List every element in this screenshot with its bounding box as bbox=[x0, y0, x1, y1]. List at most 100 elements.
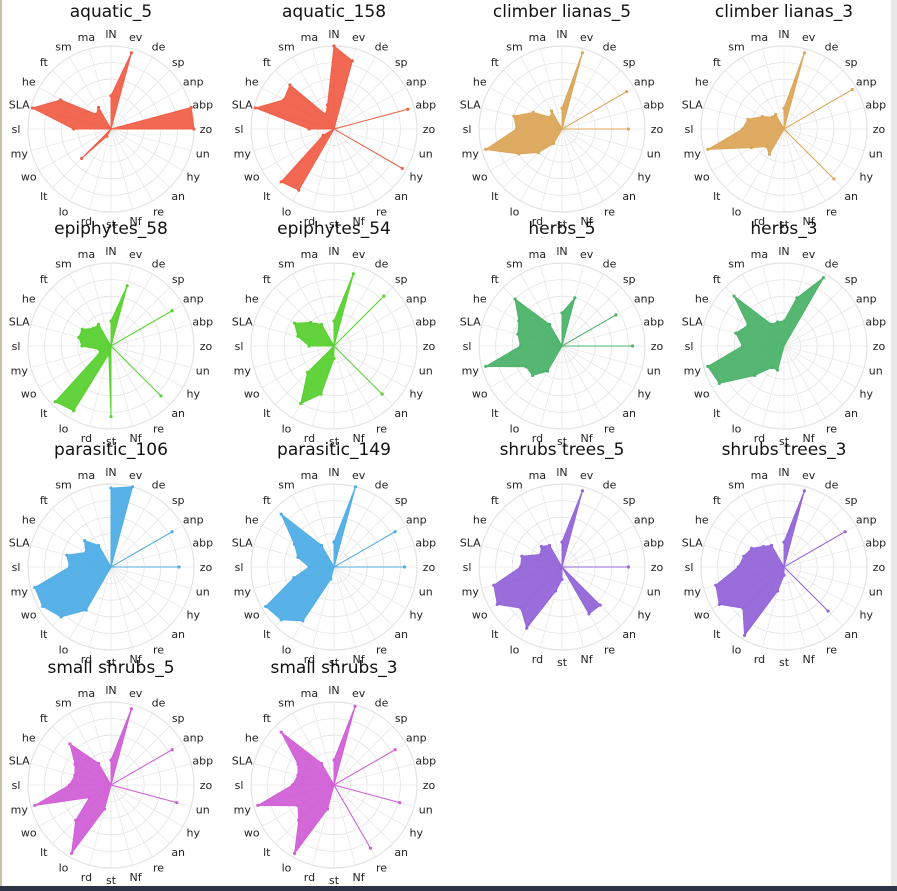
axis-label: my bbox=[684, 365, 702, 378]
grid-spoke bbox=[561, 345, 584, 427]
axis-label: abp bbox=[415, 536, 436, 549]
radar-chart: lN evdespanpabpzounhyanreNfstrdloltwomysl… bbox=[460, 219, 664, 448]
data-point bbox=[553, 589, 558, 593]
axis-label: anp bbox=[856, 293, 877, 306]
data-point bbox=[325, 103, 330, 107]
data-point bbox=[550, 109, 554, 113]
data-point bbox=[538, 552, 543, 557]
grid-spoke bbox=[333, 304, 407, 347]
grid-spoke bbox=[561, 273, 604, 347]
axis-label: sm bbox=[506, 479, 522, 492]
data-point bbox=[746, 117, 750, 121]
grid-spoke bbox=[89, 265, 112, 347]
data-point bbox=[536, 150, 541, 155]
radar-chart: lN evdespanpabpzounhyanreNfstrdloltwomysl… bbox=[460, 440, 664, 669]
grid-spoke bbox=[110, 324, 192, 347]
data-point bbox=[256, 803, 260, 808]
data-point bbox=[402, 565, 407, 569]
series-area bbox=[253, 45, 408, 191]
axis-label: abp bbox=[192, 536, 213, 549]
axis-label: an bbox=[394, 846, 408, 859]
data-point bbox=[84, 550, 88, 555]
grid-spoke bbox=[30, 128, 112, 151]
data-point bbox=[630, 344, 635, 348]
axis-label: SLA bbox=[460, 98, 481, 111]
axis-label: zo bbox=[200, 779, 213, 792]
axis-label: Nf bbox=[581, 653, 594, 666]
axis-label: ev bbox=[352, 31, 366, 44]
chart-title: parasitic_149 bbox=[277, 440, 391, 460]
grid-spoke bbox=[762, 128, 785, 210]
axis-label: my bbox=[234, 804, 252, 817]
chart-title: epiphytes_54 bbox=[277, 219, 391, 239]
axis-label: ma bbox=[301, 248, 318, 261]
data-point bbox=[301, 619, 305, 623]
series-area bbox=[707, 52, 853, 180]
series-area bbox=[31, 52, 195, 159]
data-point bbox=[406, 107, 410, 111]
axis-label: de bbox=[152, 258, 166, 271]
grid-spoke bbox=[333, 324, 415, 347]
axis-label: zo bbox=[200, 561, 213, 574]
data-point bbox=[305, 370, 310, 375]
axis-label: de bbox=[603, 41, 617, 54]
data-point bbox=[292, 321, 297, 325]
axis-label: lo bbox=[510, 422, 520, 435]
axis-label: ft bbox=[713, 273, 722, 286]
data-point bbox=[400, 166, 404, 171]
data-point bbox=[125, 284, 129, 288]
grid-spoke bbox=[783, 345, 843, 405]
radar-chart: lN evdespanpabpzounhyanreNfstrdloltwomysl… bbox=[682, 440, 886, 669]
data-point bbox=[531, 373, 535, 377]
axis-label: sl bbox=[235, 340, 244, 353]
axis-label: zo bbox=[873, 561, 886, 574]
data-point bbox=[96, 543, 101, 548]
data-point bbox=[626, 127, 631, 131]
data-point bbox=[279, 512, 283, 516]
axis-label: lt bbox=[263, 407, 271, 420]
grid-spoke bbox=[312, 128, 335, 210]
data-point bbox=[484, 364, 488, 369]
axis-label: ft bbox=[263, 494, 272, 507]
grid-spoke bbox=[783, 128, 806, 210]
axis-label: de bbox=[375, 41, 389, 54]
axis-label: ma bbox=[78, 31, 95, 44]
grid-spoke bbox=[783, 566, 857, 609]
data-point bbox=[552, 141, 556, 145]
grid-spoke bbox=[783, 345, 826, 419]
grid-spoke bbox=[540, 128, 563, 210]
axis-label: he bbox=[473, 293, 487, 306]
axis-label: an bbox=[394, 190, 408, 203]
data-point bbox=[189, 105, 193, 110]
axis-label: sp bbox=[395, 56, 408, 69]
axis-label: un bbox=[196, 804, 210, 817]
data-point bbox=[109, 758, 113, 762]
data-point bbox=[850, 87, 854, 92]
data-point bbox=[129, 51, 134, 55]
axis-label: sp bbox=[623, 494, 636, 507]
axis-label: an bbox=[844, 628, 858, 641]
grid-spoke bbox=[783, 494, 826, 568]
chart-title: aquatic_158 bbox=[282, 2, 386, 22]
data-point bbox=[299, 401, 303, 406]
data-point bbox=[761, 544, 766, 549]
axis-label: zo bbox=[651, 123, 664, 136]
axis-label: an bbox=[171, 846, 185, 859]
axis-label: lo bbox=[732, 422, 742, 435]
chart-title: parasitic_106 bbox=[54, 440, 168, 460]
data-point bbox=[492, 583, 496, 587]
axis-label: re bbox=[826, 422, 837, 435]
data-point bbox=[706, 147, 710, 152]
axis-label: wo bbox=[21, 609, 37, 622]
data-point bbox=[264, 604, 268, 609]
axis-label: sp bbox=[172, 273, 185, 286]
grid-spoke bbox=[762, 486, 785, 568]
data-point bbox=[97, 347, 101, 351]
radar-chart: lN evdespanpabpzounhyanreNfstrdloltwomysl… bbox=[682, 219, 886, 448]
axis-label: lo bbox=[732, 643, 742, 656]
grid-spoke bbox=[110, 345, 133, 427]
axis-label: anp bbox=[634, 76, 655, 89]
grid-spoke bbox=[783, 345, 865, 368]
data-point bbox=[382, 294, 386, 298]
axis-label: an bbox=[622, 407, 636, 420]
